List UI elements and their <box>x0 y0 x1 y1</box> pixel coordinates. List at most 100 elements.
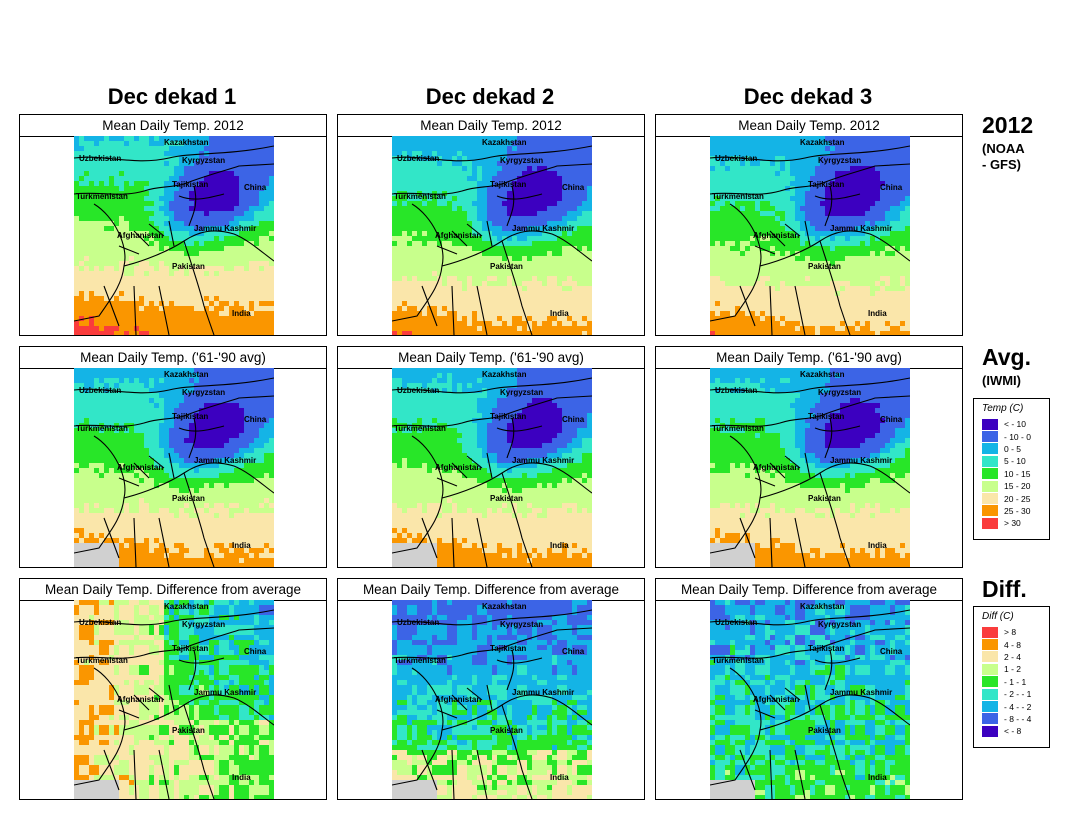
map-cell <box>99 211 105 217</box>
map-cell <box>895 176 901 182</box>
map-cell <box>189 246 195 252</box>
map-cell <box>492 251 498 257</box>
map-cell <box>154 331 160 335</box>
map-cell <box>264 301 270 307</box>
map-cell <box>527 226 533 232</box>
map-cell <box>577 156 583 162</box>
map-cell <box>84 156 90 162</box>
map-cell <box>775 201 781 207</box>
map-cell <box>527 156 533 162</box>
map-cell <box>845 171 851 177</box>
map-cell <box>154 186 160 192</box>
map-cell <box>855 271 861 277</box>
map-cell <box>760 281 766 287</box>
map-cell <box>397 176 403 182</box>
map-cell <box>119 251 125 257</box>
map-cell <box>412 216 418 222</box>
map-cell <box>542 271 548 277</box>
map-cell <box>119 136 125 142</box>
map-cell <box>174 261 180 267</box>
map-cell <box>139 368 145 374</box>
map-cell <box>234 226 240 232</box>
map-cell <box>567 146 573 152</box>
map-cell <box>770 151 776 157</box>
map-cell <box>865 176 871 182</box>
map-cell <box>229 296 235 302</box>
map-cell <box>99 166 105 172</box>
map-cell <box>785 136 791 142</box>
map-cell <box>259 316 265 322</box>
map-cell <box>149 316 155 322</box>
map-cell <box>810 251 816 257</box>
map-cell <box>820 216 826 222</box>
map-cell <box>830 306 836 312</box>
map-cell <box>820 226 826 232</box>
map-cell <box>94 186 100 192</box>
map-cell <box>562 246 568 252</box>
map-cell <box>144 211 150 217</box>
map-cell <box>184 261 190 267</box>
map-cell <box>512 236 518 242</box>
country-border <box>496 185 543 227</box>
map-cell <box>269 231 274 237</box>
map-cell <box>254 291 260 297</box>
map-cell <box>895 276 901 282</box>
map-cell <box>254 211 260 217</box>
map-cell <box>114 321 120 327</box>
map-cell <box>860 311 866 317</box>
map-cell <box>234 171 240 177</box>
map-cell <box>79 196 85 202</box>
map-cell <box>815 186 821 192</box>
map-cell <box>885 231 891 237</box>
map-cell <box>462 326 468 332</box>
map-cell <box>735 181 741 187</box>
map-cell <box>790 306 796 312</box>
map-cell <box>502 176 508 182</box>
map-cell <box>214 146 220 152</box>
map-cell <box>507 246 513 252</box>
map-cell <box>795 176 801 182</box>
map-cell <box>482 231 488 237</box>
map-cell <box>179 181 185 187</box>
map-cell <box>815 141 821 147</box>
map-cell <box>74 383 80 389</box>
map-cell <box>815 231 821 237</box>
map-cell <box>144 271 150 277</box>
map-cell <box>437 161 443 167</box>
map-cell <box>582 151 588 157</box>
map-cell <box>134 326 140 332</box>
map-cell <box>780 191 786 197</box>
map-cell <box>79 166 85 172</box>
map-cell <box>497 156 503 162</box>
map-cell <box>517 226 523 232</box>
map-cell <box>745 246 751 252</box>
map-cell <box>422 166 428 172</box>
map-cell <box>497 316 503 322</box>
map-cell <box>104 286 110 292</box>
map-cell <box>810 306 816 312</box>
map-cell <box>502 236 508 242</box>
map-cell <box>572 276 578 282</box>
map-cell <box>507 191 513 197</box>
map-cell <box>467 251 473 257</box>
map-cell <box>244 226 250 232</box>
map-cell <box>477 176 483 182</box>
map-cell <box>567 281 573 287</box>
map-cell <box>855 141 861 147</box>
map-cell <box>437 216 443 222</box>
map-cell <box>890 321 896 327</box>
map-cell <box>745 206 751 212</box>
map-cell <box>905 136 910 142</box>
map-cell <box>219 373 225 379</box>
map-cell <box>845 161 851 167</box>
map-cell <box>905 231 910 237</box>
map-cell <box>905 176 910 182</box>
map-cell <box>582 161 588 167</box>
map-cell <box>880 181 886 187</box>
map-cell <box>149 236 155 242</box>
map-cell <box>442 206 448 212</box>
map-cell <box>447 206 453 212</box>
map-cell <box>755 156 761 162</box>
map-cell <box>244 171 250 177</box>
map-cell <box>457 211 463 217</box>
